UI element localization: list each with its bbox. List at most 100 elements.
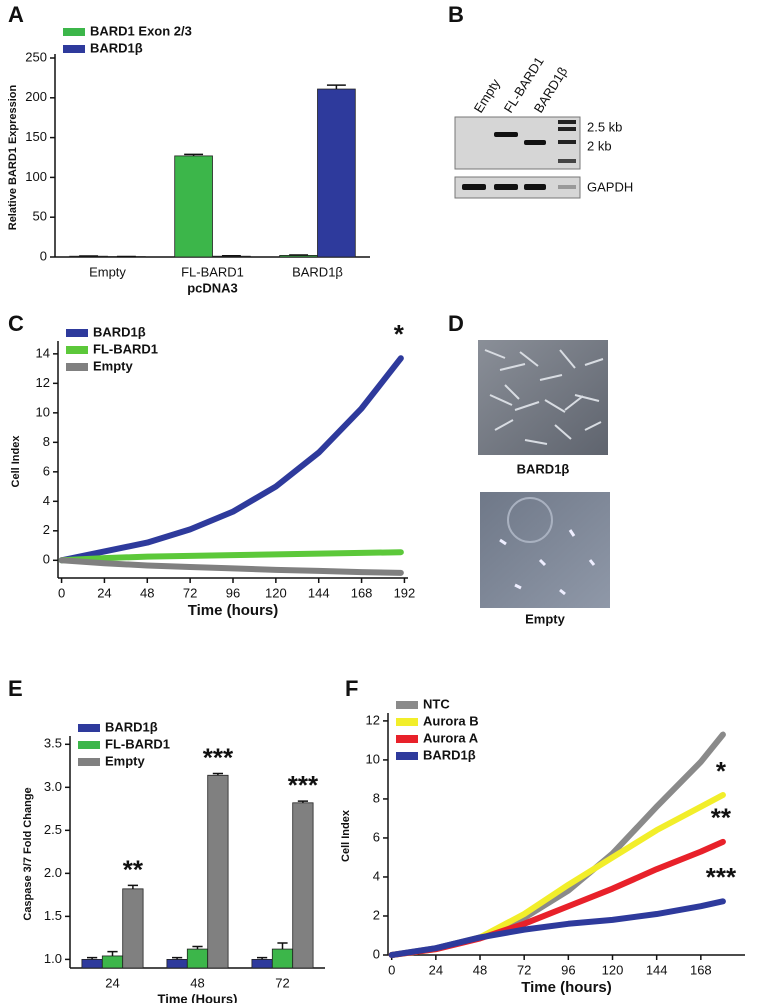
panel-label: A (8, 2, 24, 27)
y-tick-label: 10 (36, 404, 50, 419)
y-tick-label: 2.0 (44, 865, 62, 880)
micrograph-label: BARD1β (517, 461, 570, 476)
legend-swatch (396, 752, 418, 760)
bar (317, 88, 356, 258)
y-tick-label: 14 (36, 345, 50, 360)
legend-swatch (78, 758, 100, 766)
x-tick-label: 120 (265, 585, 287, 600)
x-tick-label: 96 (561, 962, 575, 977)
y-tick-label: 0 (43, 552, 50, 567)
x-tick-label: 72 (517, 962, 531, 977)
panel-label: D (448, 311, 464, 336)
legend-swatch (63, 45, 85, 53)
line (58, 557, 404, 576)
y-tick-label: 10 (366, 751, 380, 766)
marker-label: 2 kb (587, 138, 612, 153)
y-tick-label: 100 (25, 169, 47, 184)
y-tick-label: 6 (373, 829, 380, 844)
x-tick-label: 48 (140, 585, 154, 600)
annotation: * (394, 319, 405, 349)
lane-label: Empty (471, 76, 504, 116)
legend-label: BARD1β (93, 324, 146, 339)
band (524, 184, 546, 190)
x-axis-label: Time (hours) (188, 602, 279, 619)
error-bar (257, 956, 268, 960)
line (388, 731, 726, 958)
y-tick-label: 8 (43, 434, 50, 449)
y-tick-label: 1.5 (44, 908, 62, 923)
x-tick-label: 72 (183, 585, 197, 600)
x-axis-label: Time (hours) (521, 979, 612, 996)
band (558, 185, 576, 189)
annotation: ** (123, 854, 144, 884)
legend-label: Empty (93, 358, 134, 373)
ladder (558, 127, 576, 131)
panel-label: F (345, 676, 358, 701)
y-tick-label: 2 (373, 907, 380, 922)
annotation: *** (706, 862, 737, 892)
y-tick-label: 0 (373, 946, 380, 961)
error-bar (212, 772, 223, 776)
y-tick-label: 8 (373, 790, 380, 805)
x-tick-label: 24 (429, 962, 443, 977)
x-tick-label: 72 (275, 975, 289, 990)
bar (251, 958, 273, 969)
y-tick-label: 250 (25, 49, 47, 64)
x-tick-label: FL-BARD1 (181, 264, 244, 279)
bar (122, 888, 144, 969)
y-tick-label: 4 (43, 493, 50, 508)
ladder (558, 120, 576, 124)
x-tick-label: 96 (226, 585, 240, 600)
x-tick-label: BARD1β (292, 264, 343, 279)
panel-label: E (8, 676, 23, 701)
y-tick-label: 0 (40, 248, 47, 263)
x-tick-label: 120 (602, 962, 624, 977)
band (494, 184, 518, 190)
x-tick-label: 24 (97, 585, 111, 600)
error-bar (107, 950, 118, 956)
line (58, 355, 404, 564)
micrograph-label: Empty (525, 611, 566, 626)
y-axis-label: Cell Index (10, 435, 22, 488)
y-tick-label: 2.5 (44, 822, 62, 837)
x-axis-label: Time (Hours) (158, 991, 238, 1003)
x-tick-label: Empty (89, 264, 126, 279)
panel-label: B (448, 2, 464, 27)
y-tick-label: 4 (373, 868, 380, 883)
error-bar (297, 800, 308, 803)
x-tick-label: 168 (351, 585, 373, 600)
legend-swatch (66, 329, 88, 337)
legend-label: Empty (105, 753, 146, 768)
y-axis-label: Cell Index (340, 809, 352, 862)
y-axis-label: Caspase 3/7 Fold Change (22, 787, 34, 920)
line (388, 898, 726, 958)
band (494, 132, 518, 137)
legend-label: Aurora A (423, 730, 479, 745)
marker-label: 2.5 kb (587, 119, 622, 134)
x-tick-label: 192 (394, 585, 416, 600)
bar (271, 948, 294, 969)
x-tick-label: 144 (308, 585, 330, 600)
legend-swatch (396, 735, 418, 743)
gel: Empty FL-BARD1 BARD1β 2.5 kb 2 kb GAPDH (454, 54, 633, 199)
band (524, 140, 546, 145)
bar (207, 774, 229, 969)
legend-label: NTC (423, 696, 450, 711)
micrograph (480, 492, 610, 608)
x-tick-label: 0 (58, 585, 65, 600)
legend-label: BARD1β (423, 747, 476, 762)
bar (81, 958, 103, 969)
micrographs: BARD1β Empty (478, 340, 610, 626)
legend-swatch (78, 741, 100, 749)
legend-swatch (396, 718, 418, 726)
bar (101, 955, 124, 969)
legend-swatch (78, 724, 100, 732)
cells (499, 529, 596, 596)
ladder (558, 159, 576, 163)
marker-label: GAPDH (587, 179, 633, 194)
y-tick-label: 150 (25, 129, 47, 144)
x-tick-label: 144 (646, 962, 668, 977)
annotation: *** (288, 770, 319, 800)
ladder (558, 140, 576, 144)
cells (484, 349, 604, 445)
